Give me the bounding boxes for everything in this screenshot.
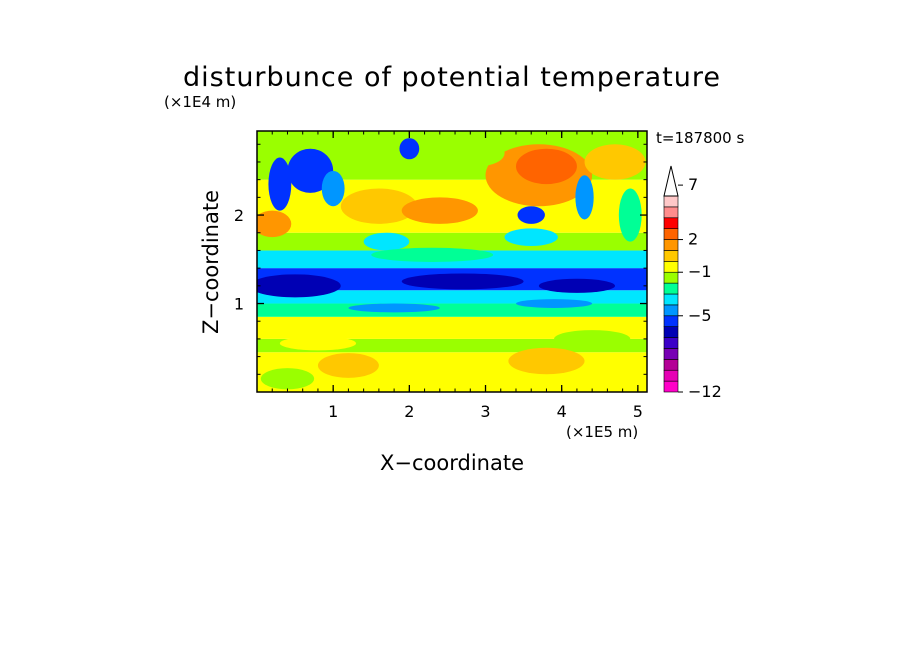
- chart-title: disturbunce of potential temperature: [183, 62, 721, 93]
- x-axis: 1 2 3 4 5: [271, 131, 643, 421]
- field-feature-3: [508, 347, 585, 375]
- colorbar-swatch-14: [663, 228, 679, 240]
- colorbar-swatch-12: [663, 250, 679, 262]
- colorbar-label-0: −12: [688, 382, 722, 401]
- colorbar-label-4: 7: [688, 175, 698, 194]
- field-feature-20: [268, 157, 292, 211]
- field-feature-5: [554, 330, 631, 348]
- colorbar-label-2: −1: [688, 262, 712, 281]
- field-feature-1: [317, 353, 379, 378]
- x-tick-label-1: 2: [404, 402, 414, 421]
- colorbar-extend-arrow: [663, 165, 679, 197]
- colorbar-label-3: 2: [688, 230, 698, 249]
- field-band-7: [257, 232, 647, 251]
- field-feature-7: [401, 273, 524, 290]
- field-feature-14: [401, 197, 478, 224]
- field-feature-28: [371, 247, 494, 262]
- colorbar-swatch-0: [663, 380, 679, 393]
- field-feature-21: [321, 170, 345, 207]
- y-unit-label: (×1E4 m): [164, 93, 236, 111]
- x-axis-label: X−coordinate: [380, 451, 524, 475]
- field-feature-27: [336, 139, 391, 167]
- y-axis: 12: [234, 143, 647, 375]
- plot-frame: [256, 130, 648, 393]
- heatmap-field: [257, 131, 647, 392]
- field-feature-22: [399, 138, 420, 160]
- colorbar: −12−5−127: [663, 165, 722, 401]
- field-feature-11: [363, 232, 410, 251]
- colorbar-swatch-10: [663, 271, 679, 284]
- field-feature-24: [575, 175, 594, 220]
- field-feature-8: [538, 278, 616, 293]
- time-label: t=187800 s: [656, 129, 744, 147]
- field-feature-26: [451, 139, 505, 167]
- field-feature-25: [618, 188, 642, 242]
- x-tick-label-3: 4: [557, 402, 567, 421]
- colorbar-swatch-15: [663, 217, 679, 229]
- colorbar-swatch-3: [663, 348, 679, 360]
- colorbar-swatch-11: [663, 261, 679, 273]
- field-feature-6: [257, 274, 341, 298]
- colorbar-swatch-6: [663, 315, 679, 327]
- x-tick-label-2: 3: [480, 402, 490, 421]
- field-band-2: [257, 316, 647, 339]
- y-tick-label-1: 2: [234, 206, 244, 225]
- colorbar-swatch-17: [663, 195, 679, 208]
- field-feature-12: [504, 228, 558, 247]
- field-feature-13: [340, 188, 417, 224]
- colorbar-swatch-16: [663, 206, 679, 219]
- x-unit-label: (×1E5 m): [566, 423, 638, 441]
- colorbar-swatch-1: [663, 369, 679, 382]
- field-feature-19: [287, 148, 334, 193]
- colorbar-swatch-13: [663, 239, 679, 251]
- y-axis-label: Z−coordinate: [199, 190, 223, 334]
- field-feature-2: [401, 365, 494, 384]
- field-feature-18: [584, 144, 646, 180]
- field-feature-0: [260, 368, 315, 390]
- colorbar-label-1: −5: [688, 306, 712, 325]
- field-feature-10: [515, 299, 593, 308]
- field-band-3: [257, 303, 647, 317]
- field-feature-9: [348, 303, 440, 313]
- field-feature-4: [279, 336, 357, 351]
- x-tick-label-4: 5: [633, 402, 643, 421]
- colorbar-swatch-7: [663, 304, 679, 317]
- field-feature-17: [257, 210, 292, 238]
- colorbar-swatch-9: [663, 282, 679, 295]
- colorbar-swatch-2: [663, 359, 679, 371]
- colorbar-swatch-5: [663, 326, 679, 338]
- colorbar-swatch-4: [663, 337, 679, 349]
- colorbar-swatch-8: [663, 293, 679, 306]
- x-tick-label-0: 1: [328, 402, 338, 421]
- field-feature-23: [517, 206, 545, 224]
- y-tick-label-0: 1: [234, 295, 244, 314]
- field-feature-16: [515, 148, 577, 185]
